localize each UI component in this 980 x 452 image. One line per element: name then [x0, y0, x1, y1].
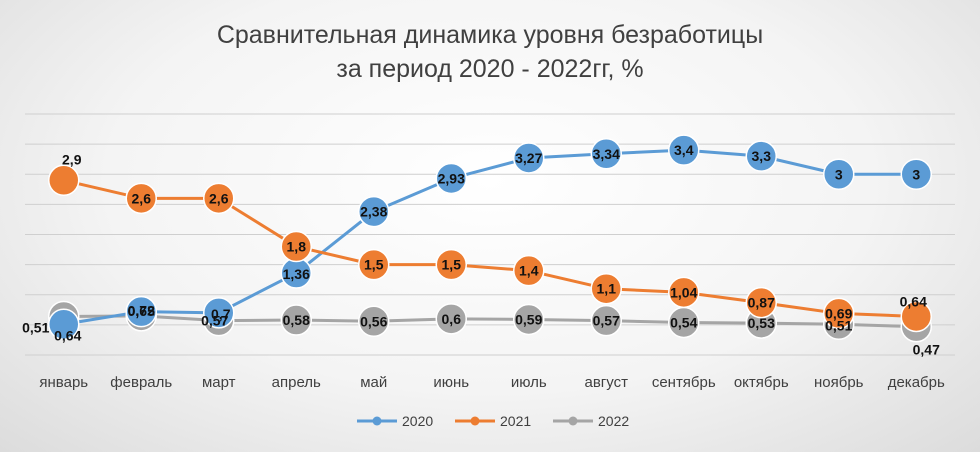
data-point-2020 [203, 297, 235, 329]
x-tick-label: апрель [272, 374, 321, 391]
data-label-2022: 0,51 [825, 317, 852, 333]
data-label-2022: 0,57 [201, 313, 228, 329]
data-point-2020 [125, 295, 157, 328]
data-point-2020 [48, 308, 80, 341]
chart-title: Сравнительная динамика уровня безработиц… [0, 18, 980, 86]
data-label-2021: 1,5 [442, 257, 462, 273]
data-label-2021: 2,6 [132, 190, 152, 206]
data-label-2020: 3,34 [593, 146, 620, 162]
data-label-2020: 3,3 [752, 148, 772, 164]
data-point-2021 [203, 182, 235, 215]
data-label-2022: 0,53 [748, 315, 775, 331]
data-point-2021 [745, 286, 777, 319]
data-label-2020: 2,93 [438, 170, 465, 186]
data-point-2021 [48, 164, 80, 197]
data-point-2021 [280, 230, 312, 263]
chart-title-line-1: Сравнительная динамика уровня безработиц… [216, 21, 764, 49]
series-line-2021 [63, 178, 917, 318]
data-point-2022 [435, 303, 467, 335]
x-tick-label: июль [511, 374, 547, 391]
legend-label-2020: 2020 [402, 413, 433, 429]
data-label-2022: 0,65 [128, 303, 155, 319]
x-tick-label: май [360, 374, 387, 391]
x-tick-label: июнь [433, 374, 469, 391]
data-point-2022 [358, 305, 390, 338]
data-point-2020 [358, 195, 390, 228]
data-label-2022: 0,6 [442, 311, 462, 327]
data-label-2020: 2,38 [360, 204, 387, 220]
data-label-2020: 3 [835, 166, 843, 182]
data-point-2020 [513, 142, 545, 174]
data-point-2020 [823, 158, 855, 190]
x-tick-label: сентябрь [652, 374, 716, 391]
data-point-2021 [125, 182, 157, 215]
data-label-2020: 0,7 [211, 306, 231, 322]
data-label-2021: 0,69 [825, 305, 852, 321]
data-label-2020: 3,27 [515, 150, 542, 166]
data-label-2020: 3 [912, 166, 920, 182]
data-point-2021 [823, 297, 855, 330]
data-point-2022 [513, 303, 545, 336]
series-line-2020 [63, 148, 917, 326]
data-point-2021 [900, 300, 932, 333]
legend-marker-2022 [568, 416, 578, 426]
x-tick-label: февраль [110, 374, 172, 391]
data-label-2022: 0,56 [360, 313, 387, 329]
legend-marker-2020 [372, 416, 382, 426]
x-tick-label: март [202, 374, 236, 391]
x-tick-label: декабрь [888, 374, 945, 391]
legend-marker-2021 [470, 416, 480, 426]
x-tick-label: январь [39, 374, 88, 391]
legend-label-2021: 2021 [500, 413, 531, 429]
x-tick-label: октябрь [734, 374, 789, 391]
data-label-2021: 1,5 [364, 257, 384, 273]
data-label-2020: 0,72 [128, 303, 155, 319]
data-label-2021: 2,9 [62, 151, 82, 167]
data-label-2022: 0,54 [670, 314, 697, 330]
data-point-2021 [435, 248, 467, 281]
data-point-2022 [280, 304, 312, 336]
data-label-2022: 0,57 [593, 313, 620, 329]
data-label-2022: 0,59 [515, 311, 542, 327]
data-point-2020 [590, 138, 622, 170]
data-point-2020 [668, 134, 700, 166]
data-label-2021: 1,1 [597, 281, 617, 297]
data-point-2021 [590, 272, 622, 305]
data-point-2021 [668, 276, 700, 309]
data-label-2022: 0,64 [54, 327, 81, 343]
data-label-2020: 1,36 [283, 266, 310, 282]
data-point-2021 [513, 254, 545, 287]
data-label-2021: 0,64 [900, 293, 927, 309]
data-label-2021: 0,87 [748, 295, 775, 311]
data-point-2021 [358, 248, 390, 281]
chart-title-line-2: за период 2020 - 2022гг, % [336, 55, 644, 83]
x-tick-label: август [585, 374, 629, 391]
data-point-2020 [900, 158, 932, 190]
data-label-2020: 3,4 [674, 142, 694, 158]
x-tick-label: ноябрь [814, 374, 864, 391]
data-point-2020 [745, 140, 777, 172]
data-label-2021: 2,6 [209, 190, 229, 206]
data-point-2022 [590, 304, 622, 337]
data-label-2021: 1,8 [287, 239, 307, 255]
data-label-2022: 0,58 [283, 312, 310, 328]
legend-label-2022: 2022 [598, 413, 629, 429]
data-label-2022: 0,47 [913, 342, 940, 358]
data-label-2021: 1,04 [670, 284, 697, 300]
data-label-2020: 0,51 [22, 319, 49, 335]
data-point-2020 [435, 162, 467, 195]
data-label-2021: 1,4 [519, 263, 539, 279]
